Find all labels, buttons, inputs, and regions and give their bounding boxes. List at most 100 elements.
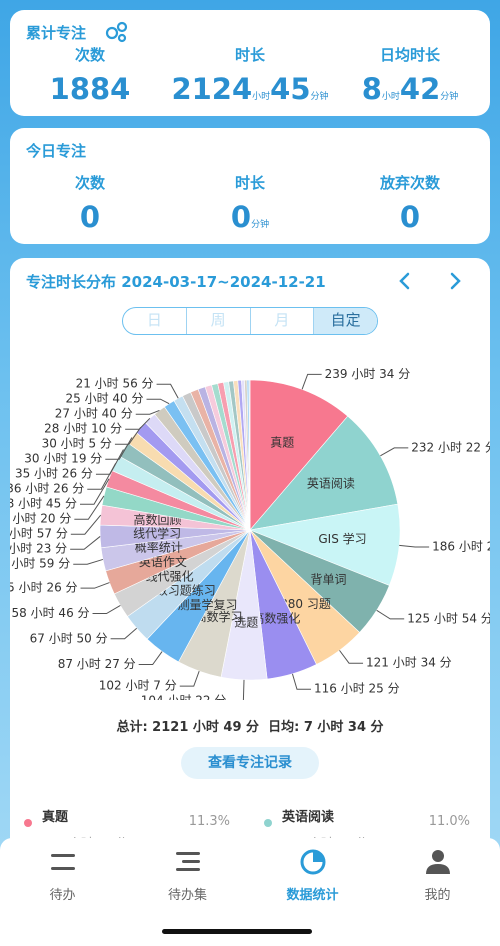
bottom-nav: 待办 待办集 数据统计 我的 (0, 838, 500, 946)
header: 日均时长 (379, 46, 440, 64)
daily-average: 日均: 7 小时 34 分 (268, 720, 384, 735)
value-label: 25 小时 40 分 (66, 392, 144, 406)
value-label: 125 小时 54 分 (407, 611, 490, 625)
label-line (114, 427, 142, 445)
label-line (376, 609, 405, 620)
nav-icon (175, 852, 200, 871)
nav-tab[interactable]: 待办 (0, 838, 125, 946)
records-button[interactable]: 查看专注记录 (181, 747, 319, 779)
nav-label: 待办集 (167, 888, 207, 903)
range-tab[interactable]: 日 (146, 311, 162, 329)
label-line (380, 447, 409, 457)
range-tab[interactable]: 自定 (313, 308, 377, 334)
nav-tab[interactable]: 数据统计 (250, 838, 375, 946)
value-label: 52 小时 59 分 (10, 557, 70, 571)
value-label: 121 小时 34 分 (366, 656, 452, 670)
minutes: 45 (270, 72, 311, 106)
label-line (135, 409, 160, 415)
label-line (399, 544, 430, 548)
nav-label: 待办 (49, 888, 76, 903)
value-label: 51 小时 23 分 (10, 542, 67, 556)
label-line (110, 627, 138, 640)
legend-name: 真题 (42, 810, 69, 825)
value-label: 28 小时 10 分 (44, 422, 122, 436)
summary-title: 累计专注 (26, 24, 87, 42)
pie-slice (248, 379, 251, 531)
label-line (87, 463, 117, 490)
total: 总计: 2121 小时 49 分 (116, 720, 260, 735)
icon (105, 21, 128, 43)
nav-icon (300, 849, 325, 875)
nav-label: 数据统计 (286, 888, 339, 903)
range-tabs: 日 周月自定 (122, 307, 378, 335)
label-line (70, 536, 101, 550)
header: 时长 (234, 46, 265, 64)
value-label: 30 小时 5 分 (42, 437, 112, 451)
hours: 8 (361, 72, 382, 106)
range-tab[interactable]: 月 (249, 308, 314, 334)
pie-slice (248, 503, 401, 586)
label-line (339, 650, 364, 664)
abandon: 0 (399, 200, 421, 234)
slice-name: 880 习题 (280, 597, 331, 611)
value-label: 116 小时 25 分 (314, 682, 400, 696)
today-title: 今日专注 (26, 142, 87, 160)
header: 次数 (74, 46, 105, 64)
value-label: 102 小时 7 分 (99, 679, 177, 693)
value-label: 38 小时 45 分 (10, 497, 77, 511)
value-label: 30 小时 19 分 (24, 452, 102, 466)
label-line (74, 495, 105, 520)
label-line (92, 605, 121, 615)
label-line (73, 558, 104, 565)
slice-name: 背单词 (311, 572, 347, 586)
unit: 小时 (252, 92, 271, 102)
value-label: 55 小时 26 分 (10, 581, 78, 595)
legend-dot (264, 819, 272, 827)
label-line (70, 514, 102, 535)
value-label: 27 小时 40 分 (55, 407, 133, 421)
label-line (80, 478, 110, 505)
slice-name: 真题 (270, 435, 294, 449)
unit: 分钟 (251, 220, 270, 230)
value-label: 21 小时 56 分 (76, 377, 154, 391)
value-label: 67 小时 50 分 (30, 631, 108, 645)
value-label: 35 小时 26 分 (15, 467, 93, 481)
slice-name: 高数学习 (194, 609, 242, 624)
value-label: 232 小时 22 分 (411, 440, 490, 454)
range-tab[interactable]: 周 (185, 308, 250, 334)
unit: 分钟 (440, 92, 459, 102)
label-line (105, 437, 133, 460)
count: 1884 (49, 72, 131, 106)
value-label: 186 小时 24 分 (432, 540, 490, 554)
value-label: 58 小时 46 分 (12, 606, 90, 620)
header: 时长 (234, 174, 265, 192)
pie-slice (249, 415, 399, 531)
count: 0 (79, 200, 101, 234)
home-indicator (162, 929, 312, 934)
value-label: 87 小时 27 分 (58, 657, 136, 671)
distribution-card: 专注时长分布 2024-03-17~2024-12-21 日周月自定 真题 英语阅… (10, 258, 490, 898)
nav-tab[interactable]: 我的 (375, 838, 500, 946)
legend-percent: 11.0% (428, 814, 470, 829)
label-line (80, 582, 110, 589)
header: 次数 (74, 174, 105, 192)
arrows[interactable] (394, 270, 484, 292)
unit: 分钟 (310, 92, 329, 102)
nav-tab[interactable]: 待办集 (125, 838, 250, 946)
hours: 2124 (171, 72, 253, 106)
slice-name: 高数强化 (252, 611, 300, 626)
legend-percent: 11.3% (188, 814, 230, 829)
distribution-title: 专注时长分布 2024-03-17~2024-12-21 (26, 273, 326, 291)
summary-card: 累计专注 次数 时长 日均时长 1884 2124小时45分钟 8小时42分钟 (10, 10, 490, 116)
value-label: 44 小时 57 分 (10, 527, 68, 541)
value-label: 104 小时 22 分 (141, 694, 227, 700)
unit: 小时 (381, 92, 400, 102)
label-line (156, 383, 179, 399)
value-label: 239 小时 34 分 (325, 367, 411, 381)
minutes: 42 (399, 72, 441, 106)
slice-name: 线代学习 (133, 525, 181, 540)
slice-name: 选题 (234, 615, 258, 629)
minutes: 0 (230, 200, 252, 234)
today-card: 今日专注 次数 时长 放弃次数 0 0分钟 0 (10, 128, 490, 244)
